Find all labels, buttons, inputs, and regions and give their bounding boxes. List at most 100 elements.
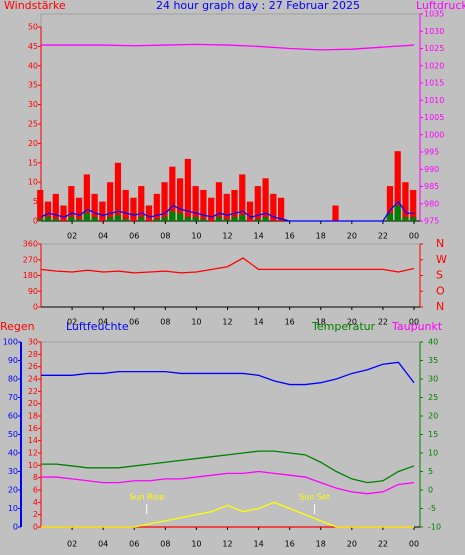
y3-tick-label: 30	[28, 338, 38, 347]
y-tick-label: 60	[8, 412, 18, 421]
series-line	[41, 450, 415, 484]
bar	[262, 217, 269, 221]
bar	[176, 178, 184, 221]
x-tick-label: 14	[253, 540, 263, 549]
y3-tick-label: 24	[28, 375, 38, 384]
x-tick-label: 06	[129, 232, 139, 241]
series-line	[41, 361, 415, 386]
y2-tick-label: 1020	[424, 61, 444, 70]
bar	[68, 186, 75, 221]
sun-annotation: Sun Set	[299, 493, 330, 502]
x-tick-label: 10	[191, 318, 201, 327]
bar	[410, 189, 417, 221]
x-tick-label: 22	[378, 318, 388, 327]
y2-tick-label: 985	[424, 182, 439, 191]
bar	[52, 219, 59, 221]
bar	[394, 205, 401, 221]
y2-tick-label: 1025	[424, 44, 444, 53]
y3-tick-label: 28	[28, 350, 38, 359]
legend-entry: Regen	[0, 320, 35, 333]
y2-tick-label: 975	[424, 217, 439, 226]
bar	[75, 219, 83, 221]
series-line	[40, 200, 414, 222]
x-tick-label: 08	[160, 232, 170, 241]
y2-tick-label: 1015	[424, 79, 444, 88]
x-tick-label: 12	[222, 232, 232, 241]
chart-title: 24 hour graph day : 27 Februar 2025	[156, 0, 360, 12]
bar	[386, 213, 394, 221]
bar	[192, 217, 199, 221]
y-tick-label: 0	[33, 303, 38, 312]
bar	[200, 219, 207, 221]
legend-entry: Taupunkt	[391, 320, 443, 333]
x-tick-label: 00	[409, 540, 419, 549]
bar	[410, 217, 417, 221]
plot-area	[40, 243, 421, 308]
x-tick-label: 18	[316, 232, 326, 241]
y-tick-label: 270	[23, 255, 38, 264]
y-tick-label: 40	[8, 449, 18, 458]
y2-tick-label: W	[436, 253, 447, 266]
y-tick-label: 45	[28, 42, 38, 51]
x-tick-label: 02	[67, 540, 77, 549]
x-tick-label: 00	[409, 318, 419, 327]
bar	[107, 182, 114, 221]
bar	[184, 217, 191, 221]
bar	[52, 193, 59, 221]
legend-entry: Temperatur	[311, 320, 376, 333]
bar	[161, 217, 168, 221]
sun-annotation: Sun Rise	[129, 493, 164, 502]
x-tick-label: 04	[98, 318, 108, 327]
y-tick-label: 10	[8, 504, 18, 513]
y-tick-label: 90	[28, 287, 38, 296]
bar	[114, 215, 122, 221]
y3-tick-label: 14	[28, 436, 38, 445]
x-tick-label: 16	[285, 540, 295, 549]
bar	[278, 197, 285, 221]
y2-tick-label: S	[436, 269, 443, 282]
y2-tick-label: -10	[428, 523, 441, 532]
y3-tick-label: 16	[28, 424, 38, 433]
y-tick-label: 40	[28, 61, 38, 70]
y-tick-label: 10	[28, 178, 38, 187]
y3-tick-label: 20	[28, 399, 38, 408]
bar	[37, 189, 44, 221]
x-tick-label: 00	[409, 232, 419, 241]
bar	[332, 205, 339, 221]
x-tick-label: 12	[222, 318, 232, 327]
x-tick-label: 18	[316, 318, 326, 327]
y3-tick-label: 2	[33, 510, 38, 519]
wind-label: Windstärke	[4, 0, 66, 12]
series-line	[41, 43, 415, 51]
y-tick-label: 100	[3, 338, 18, 347]
bar	[99, 201, 106, 221]
bar	[44, 201, 52, 221]
y-tick-label: 80	[8, 375, 18, 384]
y3-tick-label: 22	[28, 387, 38, 396]
bar	[223, 219, 230, 221]
y3-tick-label: 10	[28, 461, 38, 470]
y-tick-label: 0	[33, 217, 38, 226]
x-tick-label: 22	[378, 540, 388, 549]
bar	[83, 174, 90, 221]
x-tick-label: 02	[67, 232, 77, 241]
bar	[231, 217, 238, 221]
bar	[145, 205, 153, 221]
y2-tick-label: 15	[428, 430, 438, 439]
y2-tick-label: N	[436, 300, 444, 313]
y3-tick-label: 0	[33, 523, 38, 532]
bar	[122, 219, 129, 221]
y2-tick-label: 25	[428, 393, 438, 402]
y-tick-label: 50	[8, 430, 18, 439]
x-tick-label: 10	[191, 232, 201, 241]
bar	[153, 219, 160, 221]
y3-tick-label: 4	[33, 498, 38, 507]
bar	[394, 151, 401, 221]
y2-tick-label: 0	[428, 486, 433, 495]
bar	[83, 213, 90, 221]
x-tick-label: 06	[129, 318, 139, 327]
bar	[44, 217, 52, 221]
x-tick-label: 14	[253, 232, 263, 241]
bar	[68, 217, 75, 221]
